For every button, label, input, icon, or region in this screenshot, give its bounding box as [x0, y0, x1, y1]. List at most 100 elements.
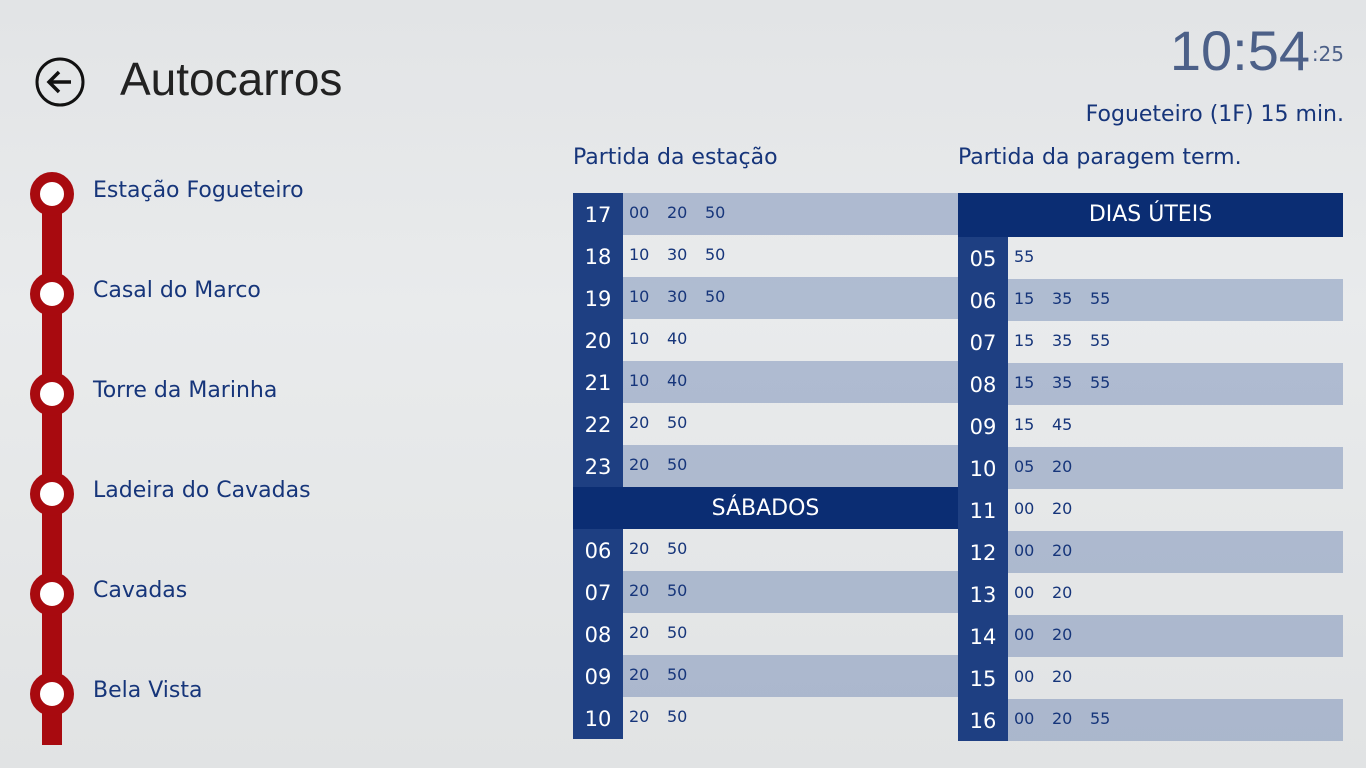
minute: 55: [1090, 709, 1111, 728]
hour-cell: 06: [958, 279, 1008, 321]
minute: 00: [1014, 667, 1035, 686]
stop-name[interactable]: Bela Vista: [93, 678, 203, 703]
column-heading: Partida da paragem term.: [958, 145, 1242, 170]
minute: 20: [629, 581, 650, 600]
stop-name[interactable]: Ladeira do Cavadas: [93, 478, 311, 503]
minute: 20: [629, 413, 650, 432]
minute: 20: [1052, 709, 1073, 728]
minute: 00: [1014, 541, 1035, 560]
hour-cell: 07: [573, 571, 623, 613]
minute: 10: [629, 371, 650, 390]
minute: 50: [667, 539, 688, 558]
section-header: DIAS ÚTEIS: [958, 193, 1343, 237]
hour-cell: 19: [573, 277, 623, 319]
minute: 50: [705, 203, 726, 222]
minute: 00: [1014, 583, 1035, 602]
stop-name[interactable]: Torre da Marinha: [93, 378, 278, 403]
minute: 15: [1014, 289, 1035, 308]
row-band: [623, 193, 958, 235]
stop-name[interactable]: Cavadas: [93, 578, 188, 603]
minute: 55: [1014, 247, 1035, 266]
minute: 20: [1052, 583, 1073, 602]
minute: 20: [1052, 499, 1073, 518]
next-bus: Fogueteiro (1F) 15 min.: [1085, 102, 1344, 127]
minute: 35: [1052, 373, 1073, 392]
row-band: [1008, 447, 1343, 489]
stop-marker: [30, 572, 74, 616]
minute: 50: [667, 413, 688, 432]
hour-cell: 14: [958, 615, 1008, 657]
hour-cell: 18: [573, 235, 623, 277]
minute: 00: [629, 203, 650, 222]
hour-cell: 08: [573, 613, 623, 655]
hour-cell: 09: [958, 405, 1008, 447]
minute: 40: [667, 329, 688, 348]
page-title: Autocarros: [120, 53, 343, 105]
stop-name[interactable]: Casal do Marco: [93, 278, 261, 303]
hour-cell: 23: [573, 445, 623, 487]
back-button[interactable]: [34, 56, 86, 108]
row-band: [623, 277, 958, 319]
hour-cell: 12: [958, 531, 1008, 573]
stop-marker: [30, 672, 74, 716]
minute: 20: [629, 665, 650, 684]
minute: 50: [705, 287, 726, 306]
minute: 50: [705, 245, 726, 264]
minute: 15: [1014, 331, 1035, 350]
hour-cell: 15: [958, 657, 1008, 699]
row-band: [1008, 279, 1343, 321]
minute: 45: [1052, 415, 1073, 434]
minute: 55: [1090, 331, 1111, 350]
hour-cell: 06: [573, 529, 623, 571]
minute: 30: [667, 245, 688, 264]
hour-cell: 21: [573, 361, 623, 403]
minute: 35: [1052, 289, 1073, 308]
hour-cell: 13: [958, 573, 1008, 615]
minute: 20: [629, 623, 650, 642]
stop-marker: [30, 172, 74, 216]
minute: 20: [629, 539, 650, 558]
minute: 55: [1090, 373, 1111, 392]
hour-cell: 10: [573, 697, 623, 739]
stop-marker: [30, 472, 74, 516]
minute: 20: [1052, 667, 1073, 686]
minute: 20: [1052, 625, 1073, 644]
minute: 20: [1052, 541, 1073, 560]
clock-seconds: :25: [1311, 42, 1344, 66]
minute: 10: [629, 287, 650, 306]
hour-cell: 11: [958, 489, 1008, 531]
minute: 50: [667, 707, 688, 726]
hour-cell: 20: [573, 319, 623, 361]
minute: 40: [667, 371, 688, 390]
minute: 55: [1090, 289, 1111, 308]
stop-marker: [30, 372, 74, 416]
row-band: [623, 445, 958, 487]
minute: 30: [667, 287, 688, 306]
route-line: [42, 180, 62, 745]
minute: 50: [667, 665, 688, 684]
hour-cell: 17: [573, 193, 623, 235]
minute: 20: [629, 455, 650, 474]
minute: 50: [667, 623, 688, 642]
minute: 35: [1052, 331, 1073, 350]
minute: 20: [667, 203, 688, 222]
hour-cell: 16: [958, 699, 1008, 741]
minute: 00: [1014, 709, 1035, 728]
minute: 00: [1014, 499, 1035, 518]
minute: 15: [1014, 373, 1035, 392]
hour-cell: 10: [958, 447, 1008, 489]
minute: 50: [667, 455, 688, 474]
minute: 20: [1052, 457, 1073, 476]
row-band: [623, 571, 958, 613]
hour-cell: 07: [958, 321, 1008, 363]
minute: 00: [1014, 625, 1035, 644]
stop-marker: [30, 272, 74, 316]
minute: 05: [1014, 457, 1035, 476]
stop-name[interactable]: Estação Fogueteiro: [93, 178, 304, 203]
minute: 50: [667, 581, 688, 600]
hour-cell: 05: [958, 237, 1008, 279]
minute: 15: [1014, 415, 1035, 434]
row-band: [1008, 615, 1343, 657]
row-band: [1008, 531, 1343, 573]
minute: 20: [629, 707, 650, 726]
